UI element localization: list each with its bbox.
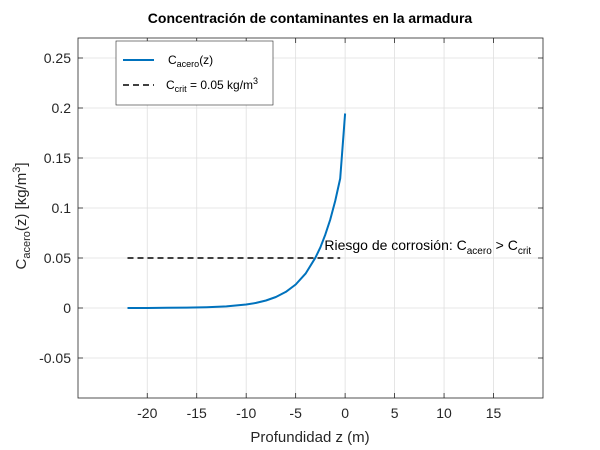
axis-ticks: -20 -15 -10 -5 0 5 10 15 -0.05 0 0.05 0.1 0.15 0.2 0.2…: [39, 38, 543, 421]
y-tick-label: 0: [63, 300, 71, 316]
y-axis-label-subscript: acero: [21, 231, 33, 259]
series-group: [127, 113, 347, 309]
x-tick-label: 15: [486, 405, 502, 421]
x-axis-label: Profundidad z (m): [250, 429, 369, 446]
legend-entry-c-crit-subscript: crit: [175, 84, 187, 94]
x-tick-label: -10: [236, 405, 256, 421]
legend-entry-c-crit-symbol: C: [166, 78, 175, 92]
legend-entry-c-acero-subscript: acero: [177, 59, 200, 69]
x-tick-label: -5: [289, 405, 302, 421]
legend: Cacero(z) Ccrit = 0.05 kg/m3: [115, 40, 274, 106]
y-tick-label: 0.25: [44, 50, 71, 66]
y-tick-label: 0.1: [52, 200, 72, 216]
legend-entry-c-acero-symbol: C: [168, 53, 177, 67]
y-tick-label: 0.2: [52, 100, 72, 116]
y-axis-label-end: ]: [13, 162, 30, 166]
y-axis-label-unit: (z) [kg/m: [13, 173, 30, 231]
legend-entry-c-crit-value: = 0.05 kg/m: [187, 78, 253, 92]
chart-title: Concentración de contaminantes en la arm…: [148, 10, 473, 26]
annotation-comparison: > C: [492, 237, 518, 253]
legend-entry-c-crit: Ccrit = 0.05 kg/m3: [166, 76, 258, 94]
legend-box: [115, 40, 274, 106]
legend-entry-c-crit-superscript: 3: [253, 76, 258, 86]
y-axis-label-superscript: 3: [11, 167, 23, 173]
annotation-subscript-crit: crit: [518, 246, 532, 257]
x-tick-label: 10: [436, 405, 452, 421]
annotation-subscript-acero: acero: [467, 246, 492, 257]
y-axis-label: Cacero(z) [kg/m3]: [11, 162, 33, 269]
x-tick-label: -20: [137, 405, 157, 421]
plot-area-frame: [77, 37, 544, 399]
legend-entry-c-acero-suffix: (z): [199, 53, 213, 67]
corrosion-risk-annotation: Riesgo de corrosión: Cacero > Ccrit: [324, 237, 531, 257]
y-axis-label-symbol: C: [13, 259, 30, 270]
x-tick-label: -15: [187, 405, 207, 421]
legend-entry-c-acero: Cacero(z): [168, 53, 213, 69]
x-tick-label: 5: [391, 405, 399, 421]
y-tick-label: 0.05: [44, 250, 71, 266]
y-tick-label: 0.15: [44, 150, 71, 166]
y-tick-label: -0.05: [39, 350, 71, 366]
series-line-c-acero: [127, 113, 347, 309]
annotation-text: Riesgo de corrosión: C: [324, 237, 466, 253]
x-tick-label: 0: [341, 405, 349, 421]
grid: [78, 38, 543, 398]
